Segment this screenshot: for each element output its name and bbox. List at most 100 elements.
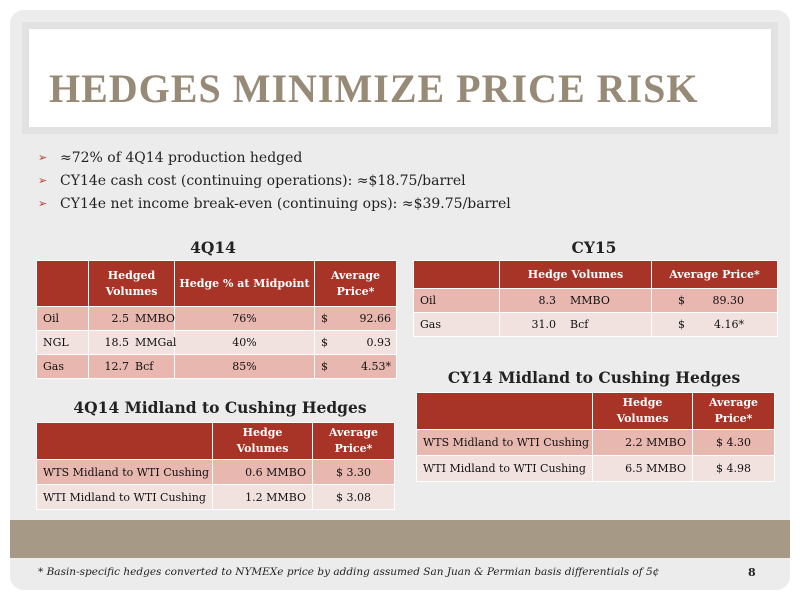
table-header-row: Hedge Volumes Average Price* xyxy=(416,392,775,430)
row-label: WTI Midland to WTI Cushing xyxy=(36,484,213,510)
price-cell: $ 3.30 xyxy=(312,459,395,485)
price-cell: $89.30 xyxy=(651,288,778,313)
row-label: Oil xyxy=(36,306,89,331)
price-value: 4.53* xyxy=(361,360,391,373)
slide-title: HEDGES MINIMIZE PRICE RISK xyxy=(49,66,699,111)
price-cell: $ 3.08 xyxy=(312,484,395,510)
volume-value: 2.5 xyxy=(111,312,130,325)
volume-cell: 8.3 MMBO xyxy=(499,288,652,313)
dollar-sign: $ xyxy=(678,318,685,331)
table-cy14-midland: Hedge Volumes Average Price* WTS Midland… xyxy=(416,392,775,482)
table-header-cell xyxy=(416,392,593,430)
volume-unit: Bcf xyxy=(135,360,154,373)
bullet-item: ➢ CY14e cash cost (continuing operations)… xyxy=(38,173,511,189)
price-cell: $ 4.98 xyxy=(692,455,775,482)
table-row: WTS Midland to WTI Cushing 0.6 MMBO $ 3.… xyxy=(36,459,395,485)
table-title-cy15: CY15 xyxy=(571,238,617,257)
hedge-pct-cell: 76% xyxy=(174,306,315,331)
price-value: 0.93 xyxy=(366,336,392,349)
table-header-row: Hedge Volumes Average Price* xyxy=(413,260,778,289)
table-title-4q14-midland: 4Q14 Midland to Cushing Hedges xyxy=(73,398,367,417)
volume-unit: MMBO xyxy=(135,312,175,325)
table-header-cell xyxy=(36,260,89,307)
row-label: Gas xyxy=(36,354,89,379)
price-cell: $4.16* xyxy=(651,312,778,337)
table-4q14-midland: Hedge Volumes Average Price* WTS Midland… xyxy=(36,422,395,510)
volume-cell: 2.5 MMBO xyxy=(88,306,175,331)
volume-value: 8.3 xyxy=(538,294,557,307)
row-label: WTS Midland to WTI Cushing xyxy=(36,459,213,485)
price-cell: $4.53* xyxy=(314,354,397,379)
table-row: Gas 12.7 Bcf 85% $4.53* xyxy=(36,354,397,379)
table-row: WTS Midland to WTI Cushing 2.2 MMBO $ 4.… xyxy=(416,429,775,456)
table-row: WTI Midland to WTI Cushing 6.5 MMBO $ 4.… xyxy=(416,455,775,482)
volume-unit: MMBO xyxy=(570,294,610,307)
table-header-cell: Average Price* xyxy=(692,392,775,430)
table-header-cell: Average Price* xyxy=(312,422,395,460)
table-header-cell: Average Price* xyxy=(314,260,397,307)
bullet-text: CY14e cash cost (continuing operations):… xyxy=(60,173,466,189)
table-title-4q14: 4Q14 xyxy=(190,238,236,257)
price-value: 89.30 xyxy=(712,294,745,307)
table-header-row: Hedged Volumes Hedge % at Midpoint Avera… xyxy=(36,260,397,307)
page-number: 8 xyxy=(748,566,756,579)
table-header-cell: Hedge Volumes xyxy=(499,260,652,289)
volume-cell: 2.2 MMBO xyxy=(592,429,693,456)
table-header-cell: Hedge % at Midpoint xyxy=(174,260,315,307)
volume-cell: 18.5 MMGal xyxy=(88,330,177,355)
hedge-pct-cell: 85% xyxy=(174,354,315,379)
row-label: WTI Midland to WTI Cushing xyxy=(416,455,593,482)
volume-cell: 12.7 Bcf xyxy=(88,354,175,379)
title-box: HEDGES MINIMIZE PRICE RISK xyxy=(22,22,778,134)
bullet-text: ≈72% of 4Q14 production hedged xyxy=(60,150,303,166)
volume-value: 12.7 xyxy=(104,360,130,373)
table-header-cell xyxy=(413,260,500,289)
volume-value: 18.5 xyxy=(104,336,130,349)
arrow-bullet-icon: ➢ xyxy=(38,174,48,187)
table-4q14: Hedged Volumes Hedge % at Midpoint Avera… xyxy=(36,260,397,379)
price-value: 92.66 xyxy=(359,312,392,325)
table-header-cell: Hedged Volumes xyxy=(88,260,175,307)
table-row: Oil 2.5 MMBO 76% $92.66 xyxy=(36,306,397,331)
slide: HEDGES MINIMIZE PRICE RISK ➢ ≈72% of 4Q14… xyxy=(10,10,790,590)
table-header-cell: Hedge Volumes xyxy=(212,422,313,460)
dollar-sign: $ xyxy=(321,360,328,373)
volume-cell: 0.6 MMBO xyxy=(212,459,313,485)
price-cell: $ 4.30 xyxy=(692,429,775,456)
bullet-item: ➢ CY14e net income break-even (continuing… xyxy=(38,196,511,212)
volume-unit: Bcf xyxy=(570,318,589,331)
table-title-cy14-midland: CY14 Midland to Cushing Hedges xyxy=(447,368,741,387)
table-header-cell xyxy=(36,422,213,460)
volume-unit: MMGal xyxy=(135,336,177,349)
arrow-bullet-icon: ➢ xyxy=(38,151,48,164)
table-row: WTI Midland to WTI Cushing 1.2 MMBO $ 3.… xyxy=(36,484,395,510)
bullet-text: CY14e net income break-even (continuing … xyxy=(60,196,511,212)
dollar-sign: $ xyxy=(678,294,685,307)
table-header-row: Hedge Volumes Average Price* xyxy=(36,422,395,460)
table-row: Gas 31.0 Bcf $4.16* xyxy=(413,312,778,337)
table-header-cell: Average Price* xyxy=(651,260,778,289)
row-label: Gas xyxy=(413,312,500,337)
footnote: * Basin-specific hedges converted to NYM… xyxy=(38,566,660,578)
bullet-item: ➢ ≈72% of 4Q14 production hedged xyxy=(38,150,511,166)
table-row: Oil 8.3 MMBO $89.30 xyxy=(413,288,778,313)
table-header-cell: Hedge Volumes xyxy=(592,392,693,430)
price-value: 4.16* xyxy=(714,318,744,331)
row-label: NGL xyxy=(36,330,89,355)
hedge-pct-cell: 40% xyxy=(174,330,315,355)
price-cell: $92.66 xyxy=(314,306,397,331)
dollar-sign: $ xyxy=(321,336,328,349)
volume-cell: 6.5 MMBO xyxy=(592,455,693,482)
bullet-list: ➢ ≈72% of 4Q14 production hedged ➢ CY14e c… xyxy=(38,150,511,219)
volume-value: 31.0 xyxy=(531,318,557,331)
volume-cell: 31.0 Bcf xyxy=(499,312,652,337)
price-cell: $0.93 xyxy=(314,330,397,355)
arrow-bullet-icon: ➢ xyxy=(38,197,48,210)
table-row: NGL 18.5 MMGal 40% $0.93 xyxy=(36,330,397,355)
table-cy15: Hedge Volumes Average Price* Oil 8.3 MMBO… xyxy=(413,260,778,337)
row-label: Oil xyxy=(413,288,500,313)
dollar-sign: $ xyxy=(321,312,328,325)
volume-cell: 1.2 MMBO xyxy=(212,484,313,510)
row-label: WTS Midland to WTI Cushing xyxy=(416,429,593,456)
footer-band xyxy=(10,520,790,558)
